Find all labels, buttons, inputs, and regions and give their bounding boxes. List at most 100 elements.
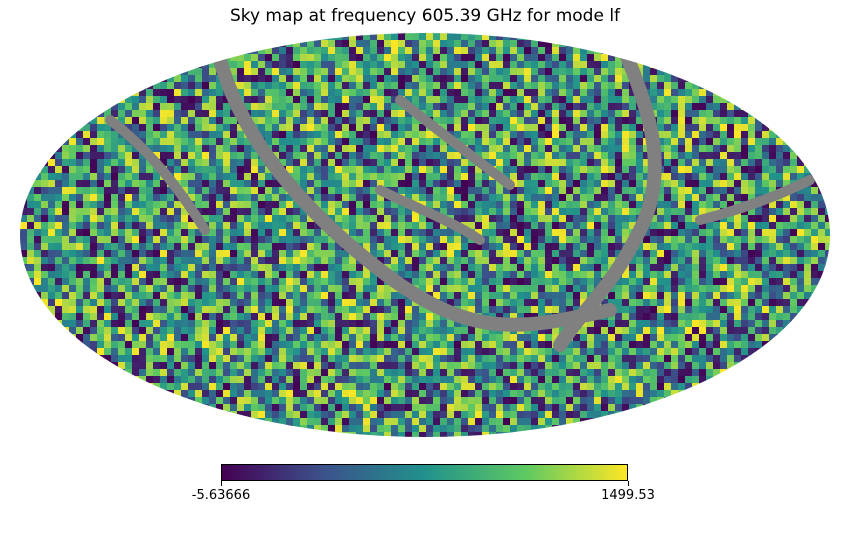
sky-pixel [538, 33, 546, 41]
sky-pixel [328, 194, 336, 202]
sky-pixel [293, 341, 301, 349]
sky-pixel [783, 159, 791, 167]
sky-pixel [601, 236, 609, 244]
sky-pixel [391, 215, 399, 223]
sky-pixel [384, 180, 392, 188]
sky-pixel [307, 222, 315, 230]
sky-pixel [419, 229, 427, 237]
sky-pixel [720, 229, 728, 237]
sky-pixel [293, 257, 301, 265]
sky-pixel [608, 89, 616, 97]
sky-pixel [447, 334, 455, 342]
sky-pixel [398, 327, 406, 335]
sky-pixel [223, 250, 231, 258]
sky-pixel [559, 187, 567, 195]
sky-pixel [83, 243, 91, 251]
sky-pixel [300, 278, 308, 286]
sky-pixel [447, 96, 455, 104]
sky-pixel [307, 138, 315, 146]
sky-pixel [132, 173, 140, 181]
sky-pixel [685, 180, 693, 188]
sky-pixel [727, 299, 735, 307]
sky-pixel [132, 222, 140, 230]
sky-pixel [174, 159, 182, 167]
sky-pixel [699, 292, 707, 300]
sky-pixel [76, 285, 84, 293]
sky-pixel [111, 96, 119, 104]
sky-pixel [370, 54, 378, 62]
sky-pixel [524, 264, 532, 272]
sky-pixel [531, 96, 539, 104]
sky-pixel [118, 166, 126, 174]
sky-pixel [531, 124, 539, 132]
sky-pixel [314, 222, 322, 230]
sky-pixel [685, 285, 693, 293]
sky-pixel [41, 222, 49, 230]
sky-pixel [335, 215, 343, 223]
sky-pixel [783, 306, 791, 314]
sky-pixel [356, 341, 364, 349]
sky-pixel [517, 173, 525, 181]
sky-pixel [517, 348, 525, 356]
sky-pixel [405, 117, 413, 125]
sky-pixel [258, 362, 266, 370]
sky-pixel [356, 54, 364, 62]
sky-pixel [328, 285, 336, 293]
sky-pixel [545, 82, 553, 90]
sky-pixel [608, 334, 616, 342]
sky-pixel [629, 215, 637, 223]
sky-pixel [195, 355, 203, 363]
sky-pixel [139, 299, 147, 307]
sky-pixel [48, 250, 56, 258]
sky-pixel [314, 75, 322, 83]
sky-pixel [34, 278, 42, 286]
sky-pixel [300, 173, 308, 181]
sky-pixel [748, 278, 756, 286]
sky-pixel [601, 348, 609, 356]
sky-pixel [111, 152, 119, 160]
sky-pixel [335, 96, 343, 104]
sky-pixel [503, 187, 511, 195]
sky-pixel [748, 159, 756, 167]
sky-pixel [454, 285, 462, 293]
sky-pixel [454, 173, 462, 181]
sky-pixel [685, 138, 693, 146]
sky-pixel [90, 222, 98, 230]
sky-pixel [181, 82, 189, 90]
sky-pixel [321, 159, 329, 167]
sky-pixel [587, 194, 595, 202]
sky-pixel [370, 159, 378, 167]
sky-pixel [601, 187, 609, 195]
sky-pixel [349, 334, 357, 342]
sky-pixel [447, 75, 455, 83]
sky-pixel [650, 222, 658, 230]
sky-pixel [377, 369, 385, 377]
sky-pixel [475, 250, 483, 258]
sky-pixel [349, 215, 357, 223]
sky-pixel [188, 82, 196, 90]
sky-pixel [181, 68, 189, 76]
sky-pixel [62, 320, 70, 328]
sky-pixel [132, 201, 140, 209]
sky-pixel [776, 306, 784, 314]
sky-pixel [706, 355, 714, 363]
sky-pixel [83, 208, 91, 216]
sky-pixel [223, 313, 231, 321]
sky-pixel [20, 250, 28, 258]
sky-pixel [699, 348, 707, 356]
sky-pixel [132, 96, 140, 104]
sky-pixel [811, 180, 819, 188]
sky-pixel [279, 131, 287, 139]
sky-pixel [517, 355, 525, 363]
sky-pixel [181, 117, 189, 125]
sky-pixel [643, 278, 651, 286]
sky-pixel [188, 285, 196, 293]
sky-pixel [349, 75, 357, 83]
sky-pixel [510, 208, 518, 216]
sky-pixel [188, 180, 196, 188]
sky-pixel [62, 152, 70, 160]
sky-pixel [657, 103, 665, 111]
sky-pixel [531, 236, 539, 244]
sky-pixel [181, 250, 189, 258]
sky-pixel [447, 208, 455, 216]
